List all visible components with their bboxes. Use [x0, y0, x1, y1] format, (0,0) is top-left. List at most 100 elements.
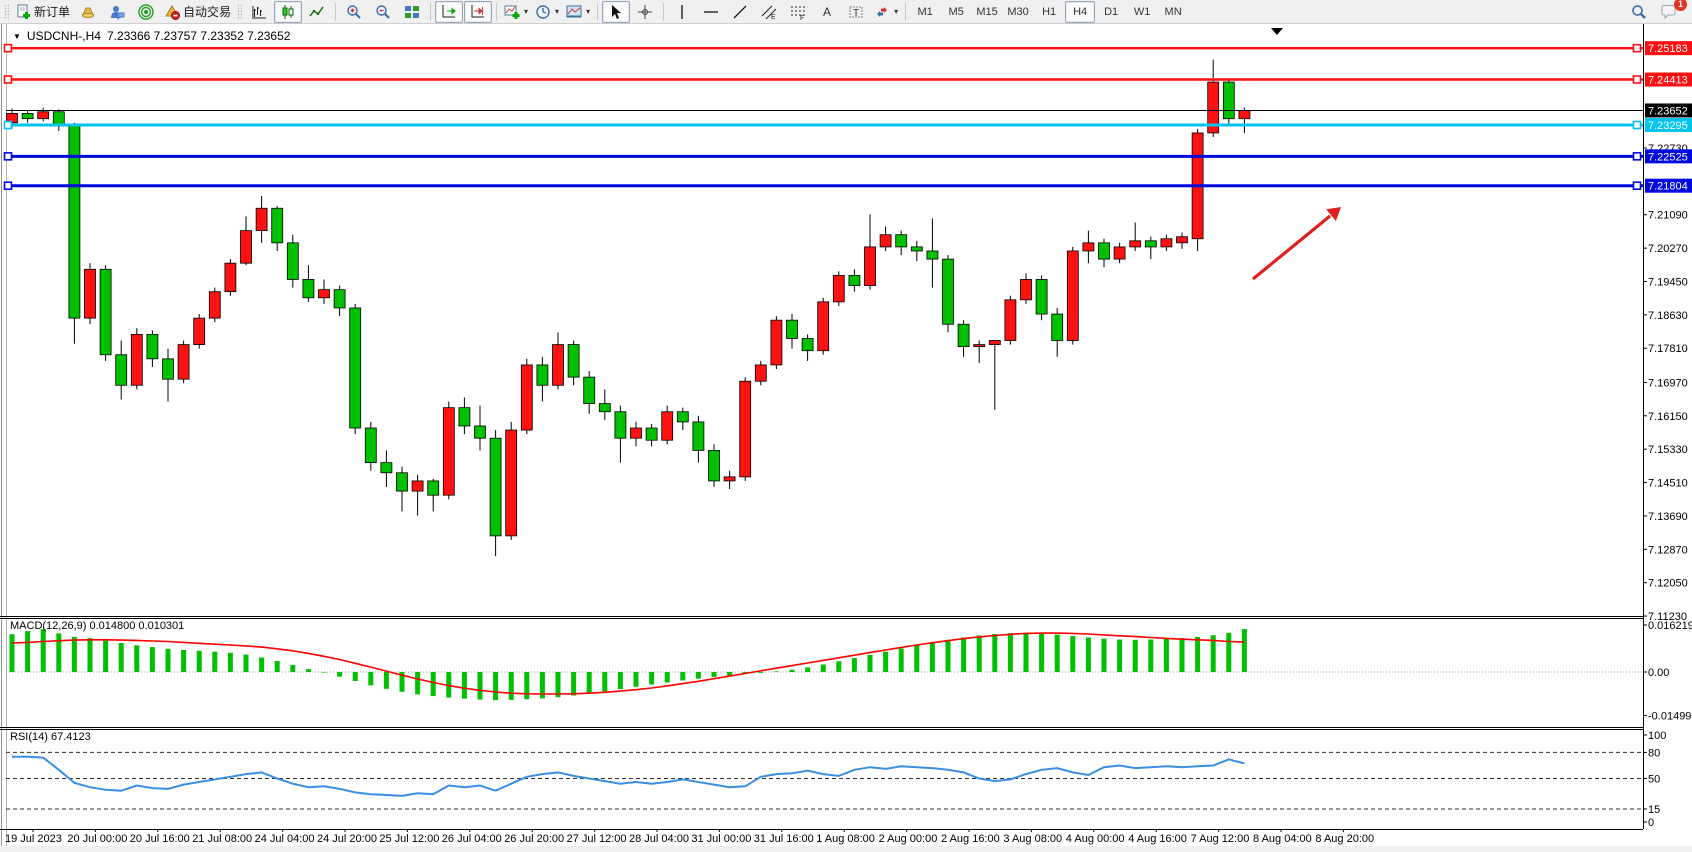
arrow-annotation[interactable]	[1251, 214, 1332, 281]
templates-icon	[566, 5, 582, 17]
macd-histogram-bar	[727, 672, 733, 676]
notifications-button[interactable]: 1	[1654, 0, 1687, 23]
candle-up	[1082, 242, 1095, 252]
candle-up	[754, 364, 767, 382]
search-icon	[1632, 4, 1646, 19]
candle-up	[864, 246, 876, 286]
line-handle[interactable]	[3, 152, 13, 161]
macd-histogram-bar	[1179, 638, 1185, 672]
signals-button[interactable]	[132, 1, 160, 23]
arrow-annotation-head[interactable]	[1326, 207, 1341, 222]
candle-up	[661, 411, 674, 441]
toolbar-separator	[335, 2, 337, 21]
price-tick-label: 7.15330	[1648, 444, 1688, 456]
fibonacci-tool-button[interactable]: F	[784, 1, 812, 23]
rsi-tick-label: 100	[1648, 730, 1666, 742]
horizontal-line-tool-button[interactable]	[697, 1, 725, 23]
macd-histogram-bar	[898, 648, 904, 672]
timeframe-h4-button[interactable]: H4	[1065, 0, 1096, 23]
crosshair-tool-button[interactable]	[631, 1, 659, 23]
bar-chart-button[interactable]	[245, 1, 273, 23]
candle-down	[848, 274, 861, 286]
macd-histogram-bar	[649, 672, 655, 685]
macd-histogram-bar	[1085, 637, 1091, 672]
trendline-tool-button[interactable]	[726, 1, 754, 23]
toolbar-grip[interactable]	[237, 3, 243, 20]
market-watch-button[interactable]	[74, 1, 102, 23]
line-handle[interactable]	[3, 75, 13, 84]
timeframe-m30-button[interactable]: M30	[1007, 5, 1029, 18]
macd-histogram-bar	[851, 658, 857, 672]
price-badge-label: 7.22525	[1648, 151, 1688, 163]
vertical-line-icon	[681, 4, 683, 19]
candle-down	[21, 113, 34, 120]
line-handle[interactable]	[1632, 181, 1642, 190]
community-person-icon	[111, 5, 125, 20]
chart-shift-icon	[442, 4, 456, 17]
timeframe-h1-button[interactable]: H1	[1042, 5, 1057, 18]
macd-histogram-bar	[274, 660, 280, 672]
line-chart-button[interactable]	[303, 1, 331, 23]
line-chart-icon	[309, 6, 324, 16]
community-button[interactable]	[103, 1, 131, 23]
zoom-in-button[interactable]	[340, 1, 368, 23]
line-handle[interactable]	[1632, 120, 1642, 130]
macd-histogram-bar	[555, 672, 561, 698]
chart-shift-marker-icon[interactable]	[1271, 28, 1283, 35]
price-tick-label: 7.21090	[1648, 210, 1688, 222]
candlestick-chart-button[interactable]	[274, 0, 303, 23]
candle-down	[302, 279, 315, 299]
new-order-button[interactable]: 新订单	[12, 1, 73, 23]
auto-trading-label: 自动交易	[183, 5, 232, 19]
fibonacci-icon: F	[791, 6, 806, 20]
toolbar-separator	[905, 2, 907, 21]
price-tick-label: 7.14510	[1648, 478, 1688, 490]
candle-down	[910, 246, 923, 252]
channel-tool-button[interactable]: E	[755, 1, 783, 23]
auto-scroll-button[interactable]	[464, 0, 493, 23]
chart-shift-button[interactable]	[435, 0, 464, 23]
line-handle[interactable]	[1632, 152, 1642, 161]
macd-histogram-bar	[290, 665, 296, 672]
timeframe-w1-button[interactable]: W1	[1133, 5, 1151, 18]
indicators-dropdown-button[interactable]: ▾	[501, 1, 531, 23]
periods-dropdown-button[interactable]: ▾	[532, 1, 562, 23]
line-handle[interactable]	[3, 120, 13, 130]
toolbar-grip[interactable]	[4, 3, 9, 20]
dropdown-caret-icon: ▾	[894, 7, 899, 16]
candle-down	[926, 250, 939, 260]
macd-histogram-bar	[773, 671, 779, 672]
candle-down	[146, 334, 159, 360]
text-tool-button[interactable]: A	[813, 1, 841, 23]
line-handle[interactable]	[1632, 75, 1642, 84]
candle-down	[583, 376, 596, 404]
zoom-out-button[interactable]	[369, 1, 397, 23]
line-handle[interactable]	[3, 43, 13, 53]
tile-windows-button[interactable]	[398, 1, 426, 23]
candle-down	[801, 338, 814, 352]
chart-dropdown-icon[interactable]: ▼	[13, 31, 21, 41]
line-handle[interactable]	[1632, 43, 1642, 53]
vertical-line-tool-button[interactable]	[668, 1, 696, 23]
timeframe-m5-button[interactable]: M5	[948, 5, 964, 18]
timeframe-mn-button[interactable]: MN	[1164, 5, 1182, 18]
chart-canvas[interactable]: 7.227307.210907.202707.194507.186307.178…	[0, 24, 1692, 852]
search-button[interactable]	[1625, 1, 1653, 23]
arrows-dropdown-button[interactable]: ▾	[871, 1, 901, 23]
macd-histogram-bar	[571, 672, 577, 696]
templates-dropdown-button[interactable]: ▾	[563, 1, 593, 23]
timeframe-d1-button[interactable]: D1	[1104, 5, 1119, 18]
macd-histogram-bar	[446, 672, 452, 698]
cursor-tool-button[interactable]	[602, 0, 631, 23]
macd-histogram-bar	[399, 672, 405, 692]
text-label-tool-button[interactable]: T	[842, 1, 870, 23]
timeframe-m15-button[interactable]: M15	[976, 5, 998, 18]
line-handle[interactable]	[3, 181, 13, 190]
bar-chart-icon	[252, 5, 267, 18]
timeframe-m1-button[interactable]: M1	[917, 5, 933, 18]
macd-histogram-bar	[415, 672, 421, 695]
auto-trading-button[interactable]: 自动交易	[161, 1, 234, 23]
candle-up	[817, 301, 830, 352]
tile-windows-icon	[405, 5, 420, 18]
rsi-line	[12, 755, 1245, 797]
